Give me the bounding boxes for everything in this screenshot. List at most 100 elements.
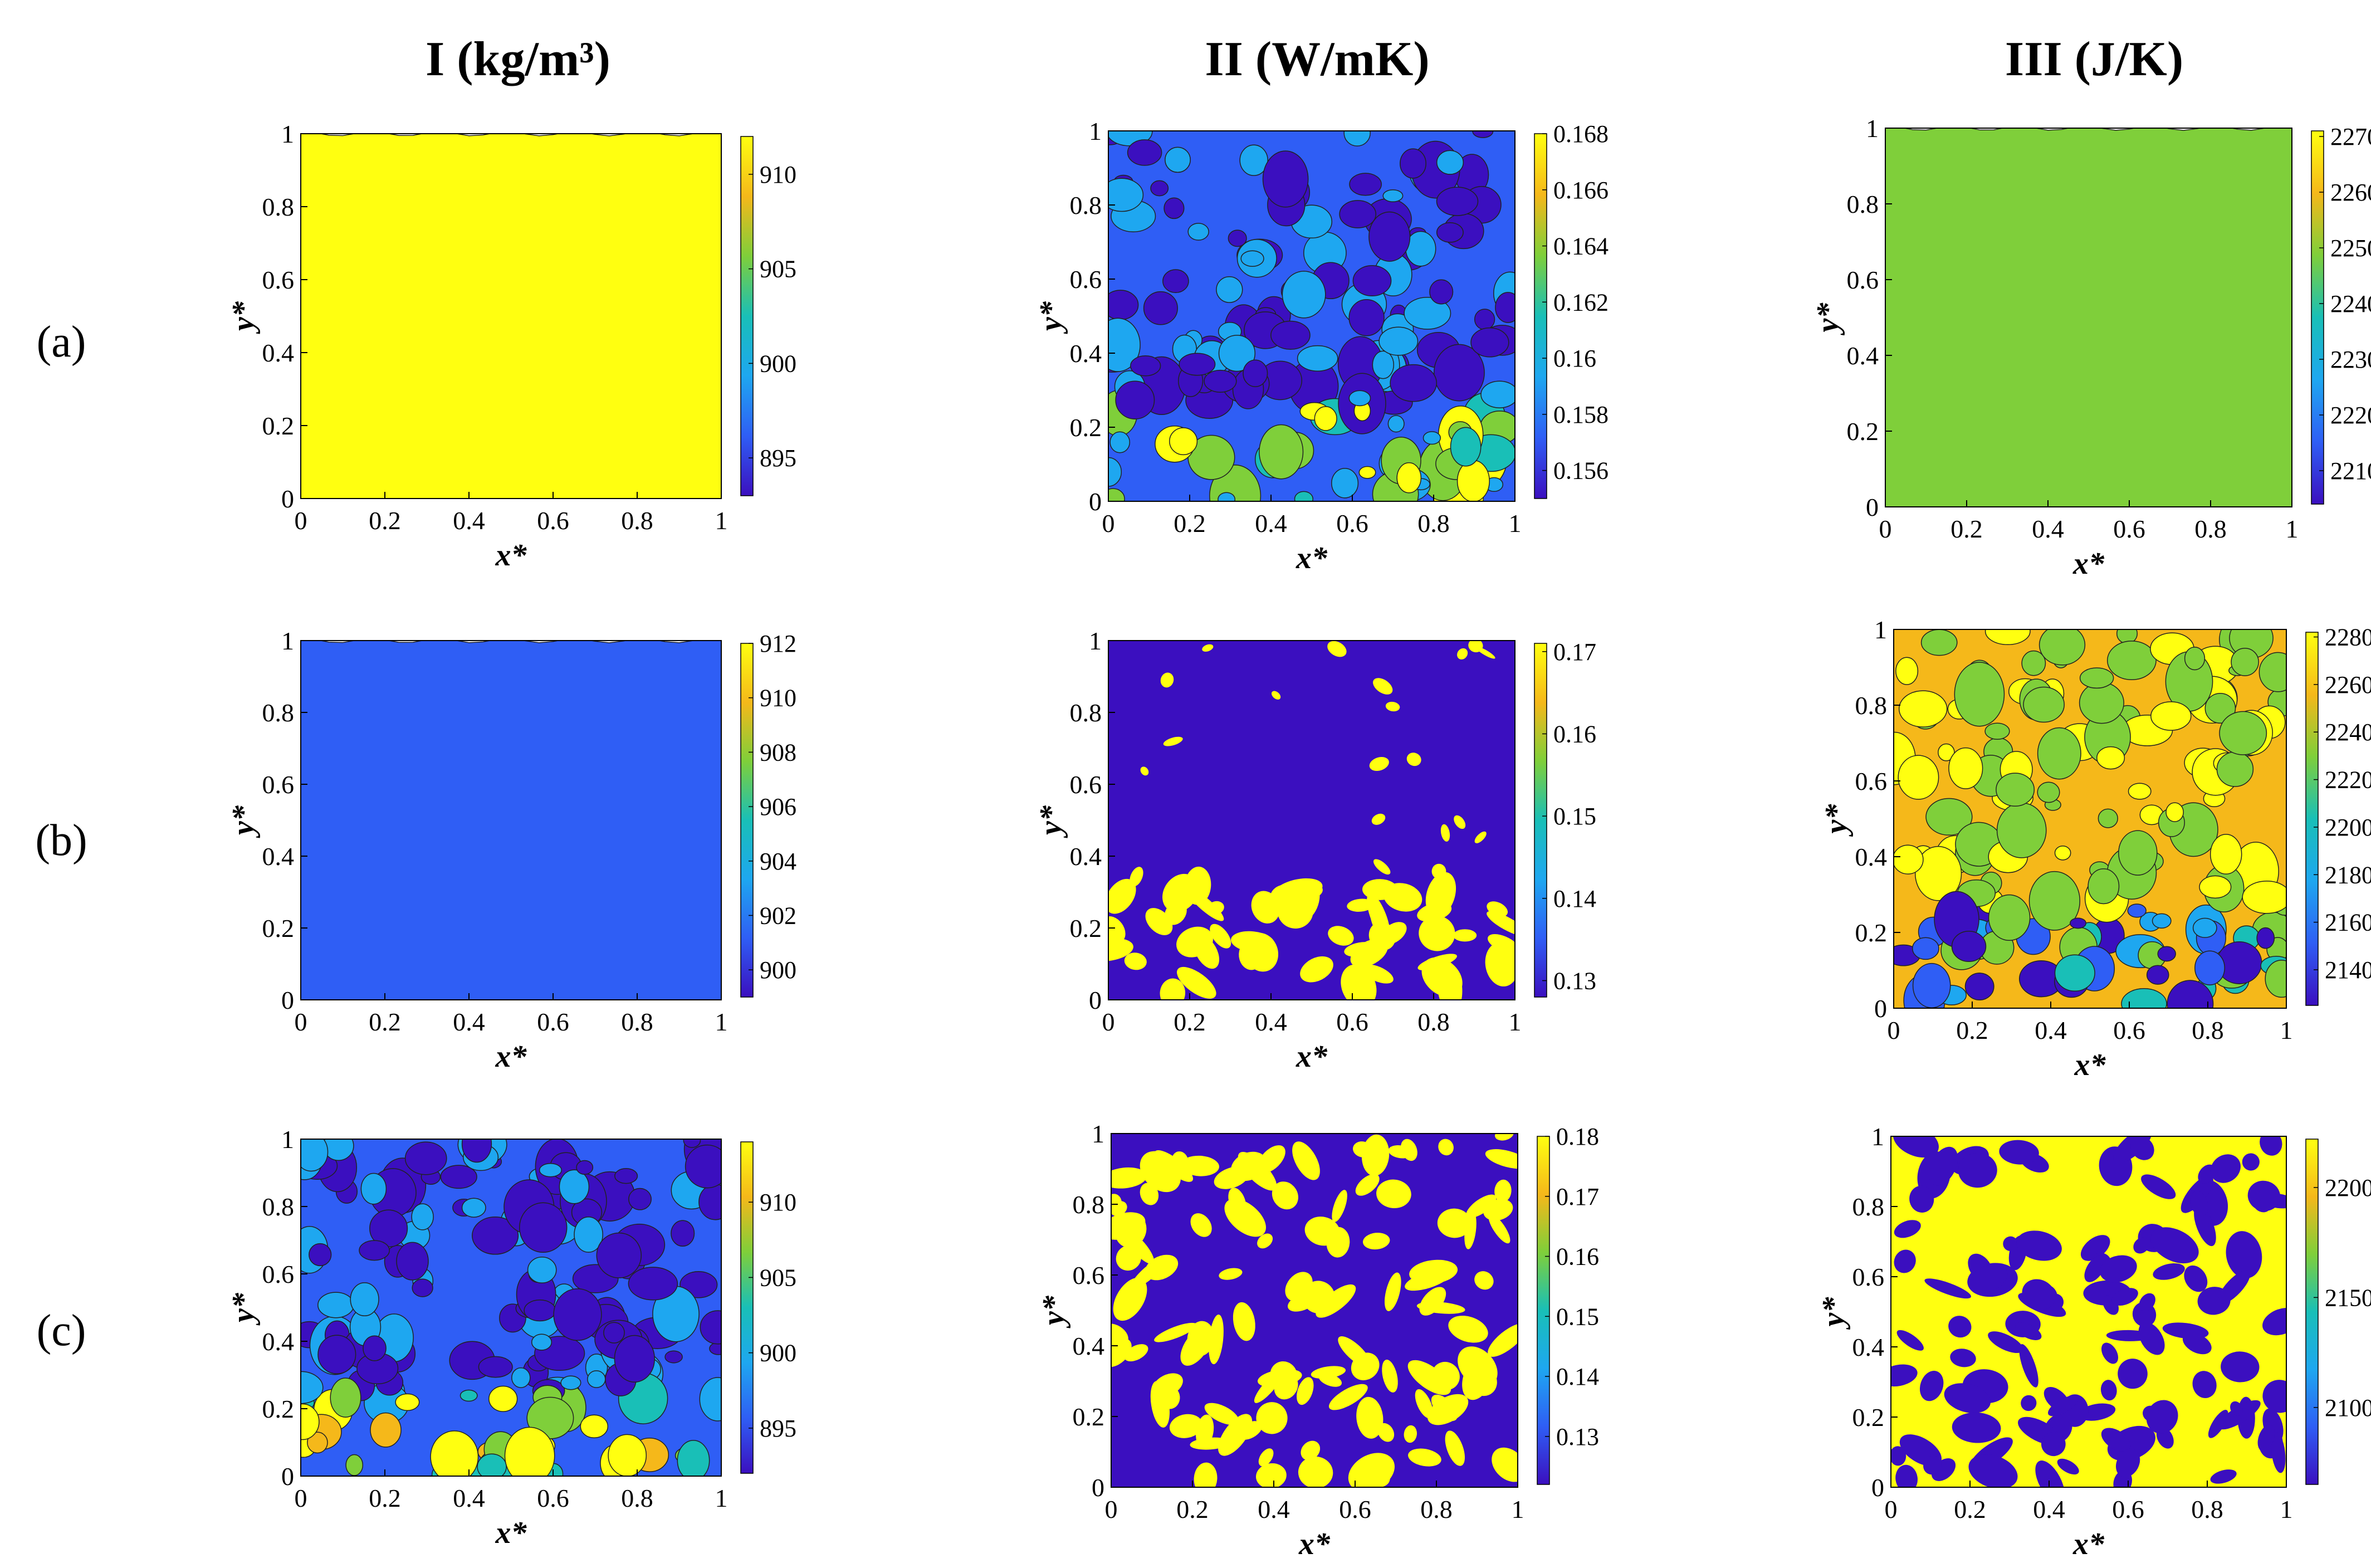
x-tick-label: 1 — [2286, 515, 2299, 543]
x-axis-label: x* — [495, 1516, 527, 1550]
blob — [1297, 345, 1338, 372]
blob — [671, 1220, 695, 1247]
colorbar-tick-label: 2280 — [2325, 624, 2371, 651]
y-tick-label: 0.2 — [1852, 1403, 1885, 1432]
blob — [2019, 1344, 2038, 1388]
blob — [1894, 1220, 1921, 1238]
blob — [1999, 1140, 2039, 1165]
y-tick-label: 0.6 — [1847, 266, 1879, 294]
colorbar-tick-label: 2140 — [2325, 956, 2371, 984]
blob — [2153, 1263, 2185, 1280]
blob — [1373, 678, 1393, 695]
blob — [2210, 1469, 2237, 1484]
blob — [2139, 1293, 2155, 1311]
blob — [1920, 629, 1958, 656]
blob — [1145, 908, 1173, 935]
colorbar-tick-label: 2180 — [2325, 861, 2371, 888]
blob — [411, 1203, 434, 1230]
blob — [1344, 942, 1376, 957]
blob — [1257, 1233, 1273, 1249]
blob — [1898, 755, 1939, 800]
x-tick-label: 0.2 — [1174, 509, 1206, 538]
colorbar-tick-label: 0.13 — [1556, 1423, 1599, 1450]
blob — [2262, 1307, 2286, 1336]
blob — [1239, 144, 1268, 176]
colorbar-tick-label: 905 — [760, 1264, 796, 1291]
blob — [1338, 1336, 1371, 1367]
x-tick-label: 0.6 — [2113, 515, 2145, 543]
blob — [1154, 1150, 1194, 1182]
blob — [2070, 917, 2086, 929]
blob — [683, 1139, 701, 1148]
blob — [1362, 1464, 1390, 1487]
blob — [1177, 966, 1216, 999]
blob — [1111, 1167, 1147, 1189]
blob — [461, 1139, 492, 1163]
blob — [580, 1414, 609, 1439]
blob — [1419, 915, 1455, 951]
blob — [1893, 1136, 1939, 1158]
y-axis-label: y* — [1034, 805, 1068, 838]
blob — [1378, 326, 1419, 356]
colorbar — [2305, 1139, 2319, 1485]
blob — [1474, 1271, 1494, 1290]
blob — [2127, 903, 2147, 918]
x-tick-label: 0.6 — [1339, 1495, 1371, 1523]
x-tick-label: 1 — [2280, 1016, 2293, 1044]
blob — [2118, 830, 2158, 876]
blob — [1417, 954, 1457, 971]
blob — [2100, 1255, 2137, 1283]
blob — [1352, 265, 1392, 297]
blob — [628, 1188, 652, 1210]
plot-frame — [1111, 1133, 1518, 1488]
blob — [2041, 1432, 2066, 1457]
blob — [603, 1322, 625, 1344]
x-tick-label: 1 — [1512, 1495, 1524, 1523]
blob — [1111, 1194, 1122, 1210]
y-tick-label: 0.4 — [1073, 1332, 1105, 1360]
blob — [2100, 1380, 2117, 1401]
blob — [614, 1335, 655, 1383]
blob — [1895, 657, 1919, 685]
blob — [322, 1139, 354, 1161]
blob — [664, 1350, 683, 1364]
y-axis-label: y* — [226, 301, 261, 334]
x-tick-label: 0 — [1105, 1495, 1118, 1523]
blob — [511, 1367, 531, 1388]
blob — [1912, 937, 1939, 960]
blob — [1301, 1440, 1321, 1460]
x-tick-label: 0 — [1102, 509, 1115, 538]
band-17 — [1885, 128, 2292, 507]
blob — [527, 1256, 557, 1284]
blob — [1341, 964, 1377, 1000]
blob — [1140, 1183, 1159, 1205]
blob — [2247, 1180, 2281, 1212]
blob — [1202, 644, 1214, 652]
blob — [2118, 1359, 2148, 1389]
blob — [1372, 350, 1395, 379]
blob — [1938, 743, 1955, 761]
blob — [488, 1385, 518, 1412]
blob — [430, 1430, 479, 1476]
y-axis-label: y* — [1816, 1297, 1851, 1330]
blob — [1243, 359, 1268, 387]
blob — [1450, 427, 1482, 467]
blob — [1495, 1134, 1514, 1141]
colorbar-tick-label: 0.16 — [1553, 345, 1596, 372]
blob — [2242, 1153, 2260, 1171]
blob — [2133, 1237, 2149, 1254]
x-tick-label: 0.4 — [453, 1008, 485, 1036]
blob — [1355, 1174, 1380, 1196]
blob — [1339, 200, 1377, 228]
blob — [1361, 964, 1394, 984]
blob — [1204, 369, 1237, 393]
blob — [2150, 701, 2192, 731]
blob — [1162, 269, 1189, 294]
blob — [2116, 629, 2138, 644]
blob — [1216, 276, 1243, 303]
blob — [1298, 1456, 1333, 1487]
blob — [1448, 1316, 1488, 1343]
blob — [1228, 229, 1247, 247]
blob — [539, 1163, 562, 1178]
